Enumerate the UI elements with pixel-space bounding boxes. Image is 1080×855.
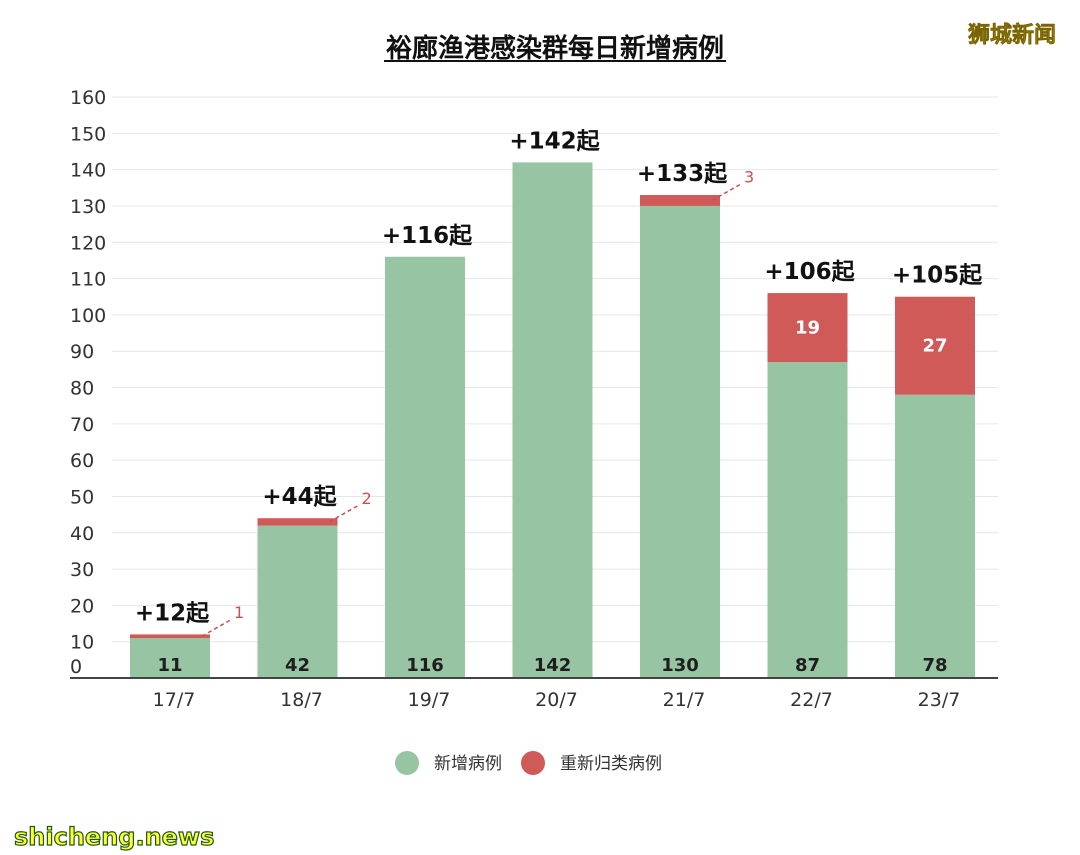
y-tick-label: 150 (70, 123, 106, 145)
y-tick-label: 70 (70, 414, 94, 436)
y-tick-label: 60 (70, 450, 94, 472)
watermark-logo-bottom: shicheng.news (14, 823, 214, 851)
y-tick-label: 20 (70, 595, 94, 617)
total-label: +116起 (382, 223, 473, 249)
bar-new-cases (130, 638, 210, 678)
bar-new-cases (257, 525, 338, 678)
legend-swatch (521, 751, 545, 775)
x-tick-label: 23/7 (918, 689, 961, 711)
value-label-new-cases: 130 (661, 655, 699, 676)
y-tick-label: 160 (70, 87, 106, 109)
y-tick-label: 90 (70, 341, 94, 363)
x-tick-label: 18/7 (280, 689, 323, 711)
bar-new-cases (767, 362, 848, 678)
bar-new-cases (385, 256, 465, 678)
y-tick-label: 100 (70, 305, 106, 327)
y-tick-label: 40 (70, 523, 94, 545)
y-tick-label: 120 (70, 232, 106, 254)
value-label-reclassified: 2 (362, 489, 372, 508)
chart-title: 裕廊渔港感染群每日新增病例 (386, 33, 724, 64)
value-label-new-cases: 42 (285, 655, 310, 676)
legend-label: 新增病例 (434, 754, 502, 774)
legend-swatch (395, 751, 419, 775)
total-label: +133起 (637, 161, 728, 187)
bar-reclassified-cases (640, 195, 720, 206)
y-tick-label: 0 (70, 656, 82, 678)
x-tick-label: 22/7 (790, 689, 833, 711)
legend-label: 重新归类病例 (560, 754, 662, 774)
y-tick-label: 30 (70, 559, 94, 581)
y-tick-label: 10 (70, 632, 94, 654)
bar-reclassified-cases (895, 296, 975, 395)
total-label: +105起 (892, 263, 983, 289)
value-label-reclassified: 3 (744, 167, 754, 186)
value-label-new-cases: 142 (534, 655, 572, 676)
total-label: +106起 (764, 259, 855, 285)
bar-reclassified-cases (257, 518, 338, 526)
y-axis-ticks: 010 20 30 40 50 60 70 80 90 100 110 120 130 140 150 160 (70, 87, 106, 678)
bar-new-cases (512, 162, 593, 679)
callout-leader (711, 183, 741, 202)
legend: 新增病例 重新归类病例 (395, 751, 662, 775)
watermark-logo-top: 狮城新闻 (968, 22, 1056, 48)
x-axis-ticks: 17/7 18/7 19/7 20/7 21/7 22/7 23/7 (153, 689, 961, 711)
bar-reclassified-cases (767, 293, 848, 363)
y-tick-label: 140 (70, 160, 106, 182)
callout-leader (201, 619, 231, 637)
value-label-reclassified: 27 (922, 336, 947, 357)
total-label: +44起 (262, 484, 337, 510)
y-tick-label: 50 (70, 486, 94, 508)
value-label-reclassified: 1 (234, 603, 244, 622)
callout-leader (329, 505, 358, 523)
value-label-new-cases: 11 (157, 655, 182, 676)
x-tick-label: 20/7 (535, 689, 578, 711)
total-label: +12起 (135, 600, 210, 626)
value-label-new-cases: 87 (795, 655, 820, 676)
bar-new-cases (895, 394, 975, 678)
x-tick-label: 17/7 (153, 689, 196, 711)
x-tick-label: 21/7 (663, 689, 706, 711)
bar-labels: 111+12起422+44起116+116起142+142起1303+133起8… (135, 128, 983, 676)
value-label-reclassified: 19 (795, 318, 820, 339)
bars (130, 162, 975, 679)
total-label: +142起 (509, 128, 600, 154)
bar-new-cases (640, 205, 720, 678)
y-tick-label: 130 (70, 196, 106, 218)
x-tick-label: 19/7 (408, 689, 451, 711)
value-label-new-cases: 78 (922, 655, 947, 676)
y-tick-label: 110 (70, 269, 106, 291)
bar-reclassified-cases (130, 634, 210, 639)
y-tick-label: 80 (70, 378, 94, 400)
value-label-new-cases: 116 (406, 655, 444, 676)
